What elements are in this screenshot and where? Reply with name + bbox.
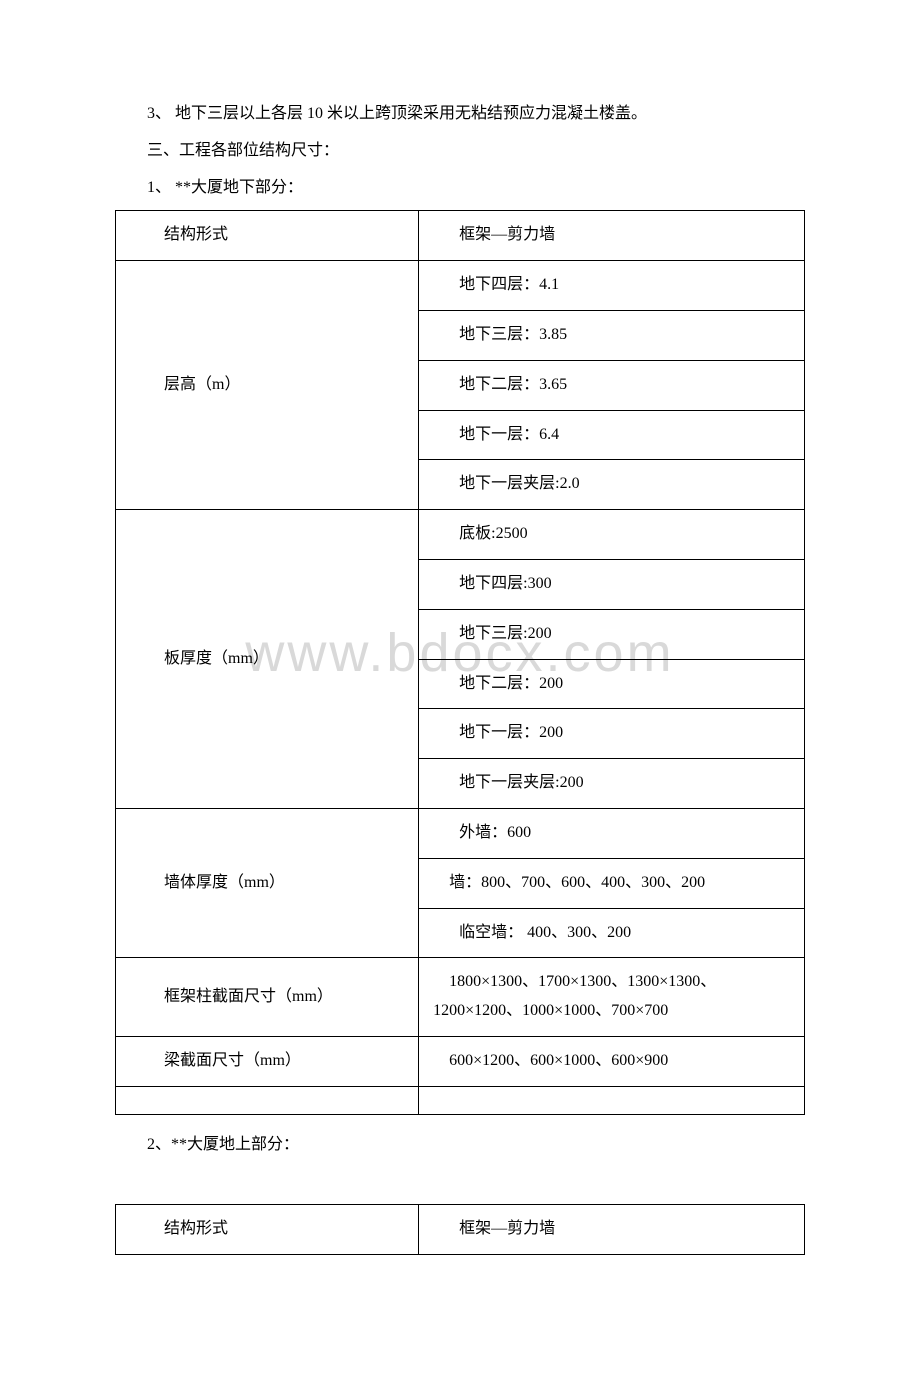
cell-floor-height-b2: 地下二层：3.65 [419, 360, 805, 410]
cell-wall-free: 临空墙： 400、300、200 [419, 908, 805, 958]
cell-floor-height-label: 层高（m） [116, 261, 419, 510]
cell-wall-thickness-label: 墙体厚度（mm） [116, 808, 419, 957]
table-row: 结构形式 框架—剪力墙 [116, 211, 805, 261]
cell-slab-b1mez: 地下一层夹层:200 [419, 759, 805, 809]
underground-structure-table: 结构形式 框架—剪力墙 层高（m） 地下四层：4.1 地下三层：3.85 地下二… [115, 210, 805, 1114]
aboveground-structure-table: 结构形式 框架—剪力墙 [115, 1204, 805, 1255]
cell-structure-type-value-2: 框架—剪力墙 [419, 1205, 805, 1255]
cell-wall-outer: 外墙：600 [419, 808, 805, 858]
paragraph-3: 3、 地下三层以上各层 10 米以上跨顶梁采用无粘结预应力混凝土楼盖。 [115, 100, 805, 129]
cell-empty-right [419, 1086, 805, 1114]
table-row-empty [116, 1086, 805, 1114]
cell-column-section-label: 框架柱截面尺寸（mm） [116, 958, 419, 1037]
table-row: 结构形式 框架—剪力墙 [116, 1205, 805, 1255]
cell-beam-section-label: 梁截面尺寸（mm） [116, 1036, 419, 1086]
cell-slab-thickness-label: 板厚度（mm） [116, 510, 419, 809]
cell-floor-height-b1mez: 地下一层夹层:2.0 [419, 460, 805, 510]
cell-slab-b1: 地下一层：200 [419, 709, 805, 759]
cell-structure-type-value: 框架—剪力墙 [419, 211, 805, 261]
table-row: 梁截面尺寸（mm） 600×1200、600×1000、600×900 [116, 1036, 805, 1086]
cell-floor-height-b4: 地下四层：4.1 [419, 261, 805, 311]
cell-slab-b3: 地下三层:200 [419, 609, 805, 659]
cell-structure-type-label-2: 结构形式 [116, 1205, 419, 1255]
cell-slab-base: 底板:2500 [419, 510, 805, 560]
cell-wall-general: 墙：800、700、600、400、300、200 [419, 858, 805, 908]
paragraph-section-3: 三、工程各部位结构尺寸： [115, 137, 805, 166]
cell-beam-section-value: 600×1200、600×1000、600×900 [419, 1036, 805, 1086]
table-row: 层高（m） 地下四层：4.1 [116, 261, 805, 311]
cell-structure-type-label: 结构形式 [116, 211, 419, 261]
page-content: 3、 地下三层以上各层 10 米以上跨顶梁采用无粘结预应力混凝土楼盖。 三、工程… [115, 100, 805, 1255]
paragraph-item-2: 2、**大厦地上部分： [115, 1131, 805, 1160]
table-row: 框架柱截面尺寸（mm） 1800×1300、1700×1300、1300×130… [116, 958, 805, 1037]
cell-slab-b4: 地下四层:300 [419, 559, 805, 609]
table-row: 板厚度（mm） 底板:2500 [116, 510, 805, 560]
paragraph-item-1: 1、 **大厦地下部分： [115, 174, 805, 203]
cell-floor-height-b1: 地下一层：6.4 [419, 410, 805, 460]
cell-column-section-value: 1800×1300、1700×1300、1300×1300、1200×1200、… [419, 958, 805, 1037]
table-row: 墙体厚度（mm） 外墙：600 [116, 808, 805, 858]
cell-empty-left [116, 1086, 419, 1114]
cell-floor-height-b3: 地下三层：3.85 [419, 310, 805, 360]
cell-slab-b2: 地下二层：200 [419, 659, 805, 709]
